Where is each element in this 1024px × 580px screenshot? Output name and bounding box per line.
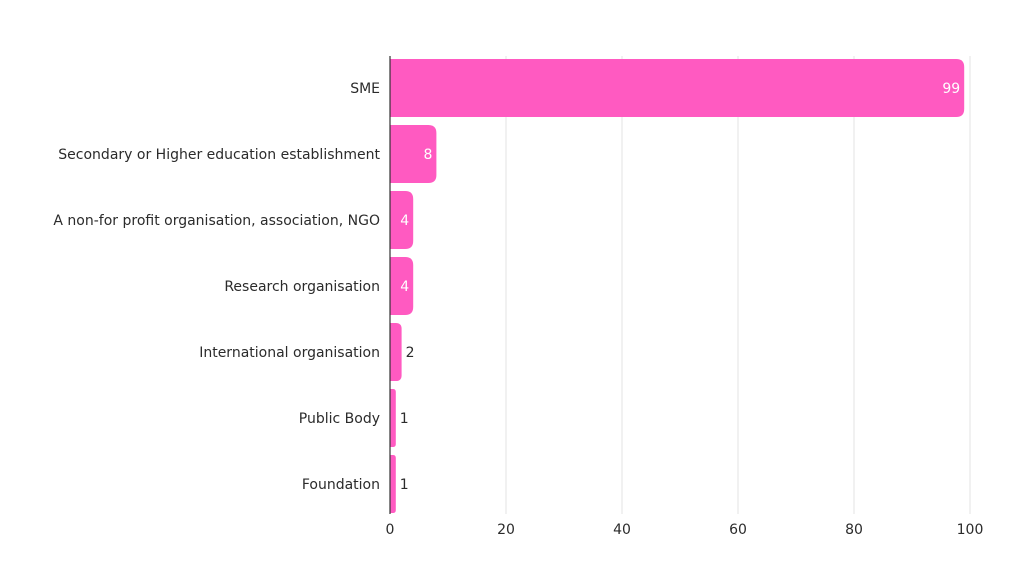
data-label: 1 xyxy=(400,477,409,493)
data-label: 1 xyxy=(400,411,409,427)
bar xyxy=(390,125,437,183)
x-tick-label: 100 xyxy=(957,522,984,538)
x-tick-label: 40 xyxy=(613,522,631,538)
category-label: SME xyxy=(350,81,380,97)
category-label: International organisation xyxy=(199,345,380,361)
category-label: Research organisation xyxy=(224,279,380,295)
data-label: 2 xyxy=(406,345,415,361)
bar xyxy=(390,323,402,381)
bar xyxy=(390,389,396,447)
category-label: Foundation xyxy=(302,477,380,493)
x-tick-label: 60 xyxy=(729,522,747,538)
data-label: 4 xyxy=(400,279,409,295)
x-tick-label: 20 xyxy=(497,522,515,538)
bar xyxy=(390,191,414,249)
data-label: 4 xyxy=(400,213,409,229)
data-label: 99 xyxy=(942,81,960,97)
category-label: Public Body xyxy=(299,411,380,427)
category-label: A non-for profit organisation, associati… xyxy=(53,213,380,229)
bars xyxy=(390,59,965,513)
bar xyxy=(390,59,965,117)
x-tick-label: 0 xyxy=(386,522,395,538)
x-tick-label: 80 xyxy=(845,522,863,538)
bar xyxy=(390,257,414,315)
category-label: Secondary or Higher education establishm… xyxy=(58,147,380,163)
bar xyxy=(390,455,396,513)
data-label: 8 xyxy=(423,147,432,163)
grid-lines xyxy=(505,56,971,514)
labels: 0 20 40 60 80 100 SME 99 Secondary or Higher edu… xyxy=(53,81,983,538)
